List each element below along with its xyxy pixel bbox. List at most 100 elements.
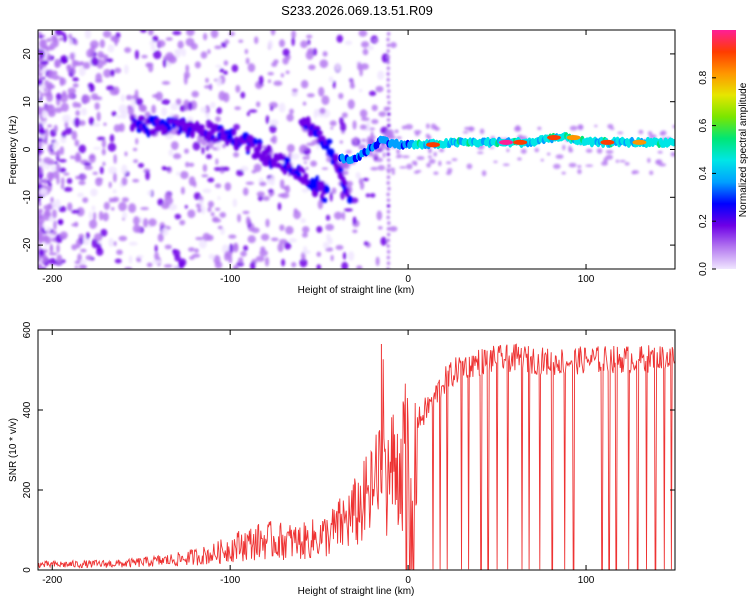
- noise-blob: [312, 48, 317, 56]
- noise-blob: [184, 148, 189, 154]
- noise-blob: [43, 157, 52, 164]
- noise-blob: [207, 49, 211, 55]
- noise-blob: [267, 72, 274, 76]
- noise-blob: [358, 177, 363, 185]
- noise-blob: [72, 68, 76, 75]
- snr-x-tick-label: -100: [220, 575, 240, 586]
- vertical-stripe-blob: [386, 66, 390, 71]
- noise-blob: [341, 170, 349, 176]
- noise-blob: [352, 229, 358, 234]
- noise-blob: [332, 80, 336, 89]
- noise-blob: [153, 50, 162, 60]
- noise-blob: [38, 229, 42, 240]
- noise-blob: [433, 171, 439, 175]
- vertical-stripe-blob: [386, 118, 391, 122]
- vertical-stripe-blob: [387, 158, 391, 162]
- noise-blob: [58, 159, 67, 163]
- noise-blob: [291, 88, 298, 93]
- noise-blob: [88, 211, 93, 220]
- noise-blob: [254, 36, 259, 45]
- noise-blob: [73, 117, 81, 128]
- noise-blob: [655, 160, 661, 164]
- spectrogram-x-tick-label: 100: [578, 274, 595, 285]
- noise-blob: [185, 64, 190, 73]
- noise-blob: [155, 91, 163, 101]
- noise-blob: [67, 92, 75, 100]
- vertical-stripe-blob: [387, 123, 391, 128]
- noise-blob: [49, 151, 58, 156]
- noise-blob: [70, 155, 75, 159]
- noise-blob: [242, 210, 250, 215]
- noise-blob: [184, 204, 188, 209]
- noise-blob: [282, 48, 290, 57]
- vertical-stripe-blob: [386, 152, 390, 157]
- colorbar-ticks: 0.0 0.2 0.4 0.6 0.8: [698, 70, 716, 276]
- noise-blob: [188, 176, 196, 187]
- noise-blob: [670, 152, 675, 157]
- second-trace-blob: [337, 167, 344, 173]
- noise-blob: [109, 134, 115, 143]
- noise-blob: [133, 159, 139, 164]
- noise-blob: [577, 124, 584, 131]
- noise-blob: [200, 51, 208, 59]
- noise-blob: [121, 164, 128, 175]
- noise-blob: [212, 216, 219, 223]
- noise-blob: [118, 235, 128, 242]
- strong-spot: [426, 142, 441, 148]
- noise-blob: [60, 57, 68, 64]
- noise-blob: [103, 201, 110, 210]
- noise-blob: [362, 48, 369, 56]
- noise-blob: [38, 124, 41, 130]
- noise-blob: [568, 162, 577, 168]
- noise-blob: [265, 218, 270, 228]
- noise-blob: [46, 82, 53, 90]
- snr-panel: -200 -100 0 100 0 200 400 600 Height of straigh…: [8, 321, 676, 597]
- noise-blob: [168, 149, 174, 157]
- noise-blob: [54, 107, 63, 113]
- noise-blob: [109, 88, 119, 96]
- noise-blob: [201, 146, 205, 155]
- noise-blob: [48, 172, 54, 182]
- noise-blob: [434, 126, 440, 131]
- noise-blob: [58, 167, 67, 173]
- noise-blob: [150, 44, 156, 51]
- noise-blob: [306, 93, 315, 98]
- noise-blob: [161, 81, 171, 85]
- noise-blob: [170, 102, 179, 111]
- noise-blob: [205, 154, 212, 160]
- noise-blob: [253, 163, 262, 173]
- noise-blob: [282, 57, 289, 65]
- noise-blob: [80, 107, 87, 116]
- noise-blob: [140, 30, 147, 33]
- noise-blob: [200, 205, 206, 215]
- noise-blob: [301, 232, 308, 238]
- noise-blob: [157, 198, 164, 206]
- noise-blob: [210, 212, 215, 217]
- noise-blob: [78, 264, 87, 269]
- noise-blob: [281, 258, 286, 267]
- noise-blob: [149, 40, 156, 47]
- noise-blob: [76, 207, 85, 217]
- noise-blob: [307, 47, 314, 55]
- noise-blob: [174, 254, 181, 262]
- noise-blob: [85, 254, 93, 261]
- noise-blob: [188, 162, 195, 167]
- noise-blob: [48, 252, 58, 256]
- noise-blob: [605, 149, 614, 154]
- noise-blob: [128, 203, 137, 213]
- noise-blob: [78, 144, 87, 154]
- noise-blob: [118, 104, 127, 114]
- colorbar-tick-label: 0.2: [698, 214, 709, 228]
- noise-blob: [345, 149, 352, 154]
- noise-blob: [124, 151, 128, 157]
- noise-blob: [302, 146, 308, 151]
- noise-blob: [108, 166, 117, 175]
- noise-blob: [44, 80, 49, 85]
- noise-blob: [269, 124, 277, 134]
- noise-blob: [534, 147, 540, 153]
- noise-blob: [62, 33, 68, 43]
- noise-blob: [343, 165, 350, 170]
- noise-blob: [114, 67, 122, 74]
- noise-blob: [399, 166, 407, 169]
- second-trace-blob: [345, 187, 350, 193]
